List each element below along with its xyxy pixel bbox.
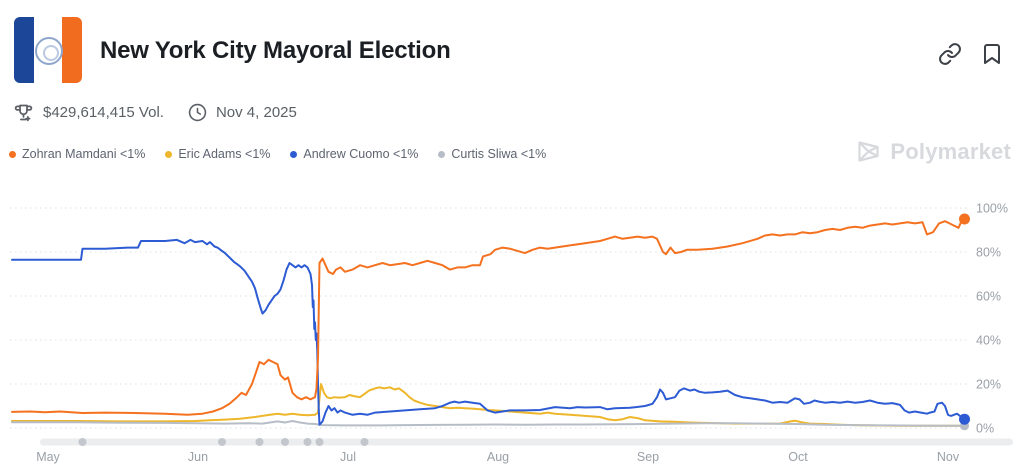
polymarket-logo-icon — [858, 141, 879, 162]
timeline-marker-6[interactable] — [360, 438, 369, 446]
price-chart[interactable]: 100% 80% 60% 40% 20% 0% May Jun Jul Aug Sep Oct Nov — [0, 195, 1024, 471]
logo-white-stripe — [34, 17, 63, 83]
x-tick-May: May — [36, 450, 60, 464]
legend-dot-mamdani — [9, 150, 16, 158]
series-line-curtis-sliwa — [11, 420, 966, 427]
end-date: Nov 4, 2025 — [215, 104, 297, 121]
market-stats-row: $429,614,415 Vol. Nov 4, 2025 — [13, 102, 297, 123]
legend-label-cuomo: Andrew Cuomo <1% — [303, 147, 419, 161]
market-logo-nyc-flag — [14, 17, 82, 83]
x-tick-Nov: Nov — [937, 450, 960, 464]
legend-item-sliwa[interactable]: Curtis Sliwa <1% — [438, 147, 546, 161]
y-tick-80%: 80% — [976, 246, 1001, 260]
page-title: New York City Mayoral Election — [100, 37, 451, 64]
y-tick-100%: 100% — [976, 202, 1008, 216]
series-line-zohran-mamdani — [11, 218, 966, 416]
x-tick-Aug: Aug — [487, 450, 509, 464]
bookmark-icon — [984, 44, 1000, 64]
copy-link-button[interactable] — [938, 42, 962, 66]
timeline-marker-5[interactable] — [315, 438, 324, 446]
legend-dot-cuomo — [290, 150, 298, 158]
x-tick-Jul: Jul — [340, 450, 356, 464]
logo-blue-stripe — [14, 17, 34, 83]
polymarket-watermark-text: Polymarket — [890, 138, 1011, 164]
timeline-marker-0[interactable] — [78, 438, 87, 446]
legend-label-sliwa: Curtis Sliwa <1% — [451, 147, 547, 161]
legend-item-adams[interactable]: Eric Adams <1% — [165, 147, 270, 161]
clock-icon — [188, 103, 207, 122]
x-tick-Sep: Sep — [637, 450, 659, 464]
timeline-marker-4[interactable] — [303, 438, 312, 446]
link-icon — [939, 43, 961, 65]
x-tick-Oct: Oct — [788, 450, 808, 464]
series-line-andrew-cuomo — [11, 238, 966, 426]
logo-orange-stripe — [62, 17, 82, 83]
x-tick-Jun: Jun — [188, 450, 208, 464]
y-tick-20%: 20% — [976, 378, 1001, 392]
series-end-dot-andrew-cuomo — [959, 413, 970, 425]
timeline-marker-3[interactable] — [281, 438, 289, 446]
y-tick-60%: 60% — [976, 290, 1001, 304]
chart-legend: Zohran Mamdani <1% Eric Adams <1% Andrew… — [9, 147, 546, 161]
legend-item-mamdani[interactable]: Zohran Mamdani <1% — [9, 147, 145, 161]
y-tick-40%: 40% — [976, 334, 1001, 348]
legend-label-mamdani: Zohran Mamdani <1% — [22, 147, 146, 161]
price-chart-svg[interactable]: 100% 80% 60% 40% 20% 0% May Jun Jul Aug Sep Oct Nov — [0, 195, 1024, 471]
legend-item-cuomo[interactable]: Andrew Cuomo <1% — [290, 147, 418, 161]
nyc-seal-icon — [35, 37, 63, 65]
legend-dot-sliwa — [438, 150, 446, 158]
polymarket-watermark: Polymarket — [855, 138, 1011, 165]
legend-label-adams: Eric Adams <1% — [178, 147, 271, 161]
bookmark-button[interactable] — [980, 42, 1004, 66]
trophy-icon — [14, 104, 33, 122]
timeline-marker-2[interactable] — [255, 438, 264, 446]
legend-dot-adams — [165, 150, 173, 158]
timeline-marker-1[interactable] — [218, 438, 226, 446]
volume-value: $429,614,415 Vol. — [43, 104, 164, 121]
y-tick-0%: 0% — [976, 422, 994, 436]
header-actions — [938, 42, 1004, 66]
series-line-eric-adams — [11, 383, 966, 427]
series-end-dot-zohran-mamdani — [959, 213, 970, 225]
timeline-scrubber[interactable] — [40, 438, 1013, 446]
